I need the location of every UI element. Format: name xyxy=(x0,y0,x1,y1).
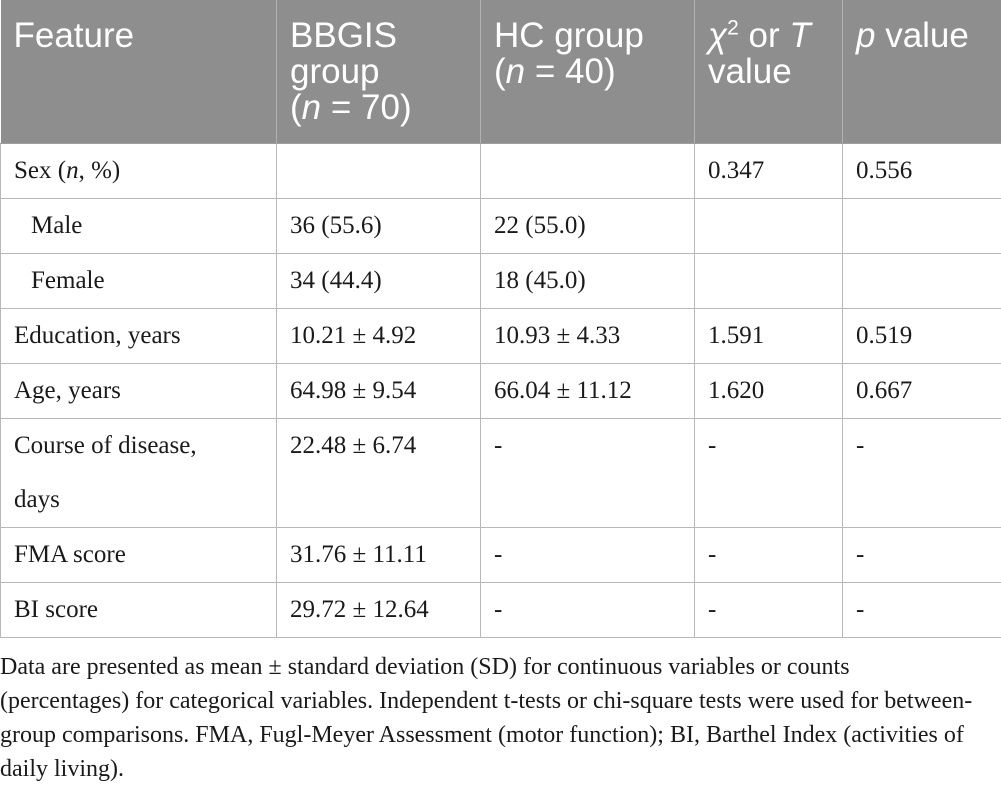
row-stat: 1.620 xyxy=(694,363,843,419)
row-p: 0.519 xyxy=(842,308,1001,364)
row-p: - xyxy=(842,527,1001,583)
row-bbgis: 36 (55.6) xyxy=(276,198,481,254)
table-row: Male 36 (55.6) 22 (55.0) xyxy=(0,198,1001,254)
row-feature: BI score xyxy=(0,582,277,638)
table-row: BI score 29.72 ± 12.64 - - - xyxy=(0,582,1001,638)
row-feature: FMA score xyxy=(0,527,277,583)
row-hc xyxy=(480,143,695,199)
row-bbgis: 64.98 ± 9.54 xyxy=(276,363,481,419)
table-row: Education, years 10.21 ± 4.92 10.93 ± 4.… xyxy=(0,308,1001,364)
table-row: Course of disease, days 22.48 ± 6.74 - - … xyxy=(0,418,1001,528)
row-stat xyxy=(694,198,843,254)
row-p: 0.556 xyxy=(842,143,1001,199)
row-hc: - xyxy=(480,527,695,583)
table-row: Female 34 (44.4) 18 (45.0) xyxy=(0,253,1001,309)
table-row: Sex (n, %) 0.347 0.556 xyxy=(0,143,1001,199)
row-p xyxy=(842,253,1001,309)
row-feature: Age, years xyxy=(0,363,277,419)
row-hc: - xyxy=(480,418,695,528)
table-row: Age, years 64.98 ± 9.54 66.04 ± 11.12 1.… xyxy=(0,363,1001,419)
row-hc: 10.93 ± 4.33 xyxy=(480,308,695,364)
row-stat xyxy=(694,253,843,309)
table-footnote: Data are presented as mean ± standard de… xyxy=(0,654,973,782)
row-stat: 0.347 xyxy=(694,143,843,199)
row-feature: Course of disease, days xyxy=(0,418,277,528)
header-hc: HC group (n = 40) xyxy=(480,0,695,144)
row-feature: Female xyxy=(0,253,277,309)
row-p xyxy=(842,198,1001,254)
row-p: - xyxy=(842,418,1001,528)
row-hc: 18 (45.0) xyxy=(480,253,695,309)
table-row: FMA score 31.76 ± 11.11 - - - xyxy=(0,527,1001,583)
row-bbgis: 22.48 ± 6.74 xyxy=(276,418,481,528)
row-p: 0.667 xyxy=(842,363,1001,419)
row-stat: - xyxy=(694,527,843,583)
row-feature: Male xyxy=(0,198,277,254)
header-p-value: p value xyxy=(842,0,1001,144)
header-feature: Feature xyxy=(0,0,277,144)
row-bbgis xyxy=(276,143,481,199)
data-table: Feature BBGIS group (n = 70) HC group (n = … xyxy=(0,0,1001,638)
row-feature: Education, years xyxy=(0,308,277,364)
row-bbgis: 34 (44.4) xyxy=(276,253,481,309)
row-stat: - xyxy=(694,418,843,528)
header-bbgis: BBGIS group (n = 70) xyxy=(276,0,481,144)
row-stat: - xyxy=(694,582,843,638)
row-stat: 1.591 xyxy=(694,308,843,364)
row-bbgis: 29.72 ± 12.64 xyxy=(276,582,481,638)
row-hc: 66.04 ± 11.12 xyxy=(480,363,695,419)
row-bbgis: 31.76 ± 11.11 xyxy=(276,527,481,583)
row-hc: - xyxy=(480,582,695,638)
row-p: - xyxy=(842,582,1001,638)
row-hc: 22 (55.0) xyxy=(480,198,695,254)
row-bbgis: 10.21 ± 4.92 xyxy=(276,308,481,364)
row-feature: Sex (n, %) xyxy=(0,143,277,199)
header-row: Feature BBGIS group (n = 70) HC group (n = … xyxy=(0,0,1001,144)
